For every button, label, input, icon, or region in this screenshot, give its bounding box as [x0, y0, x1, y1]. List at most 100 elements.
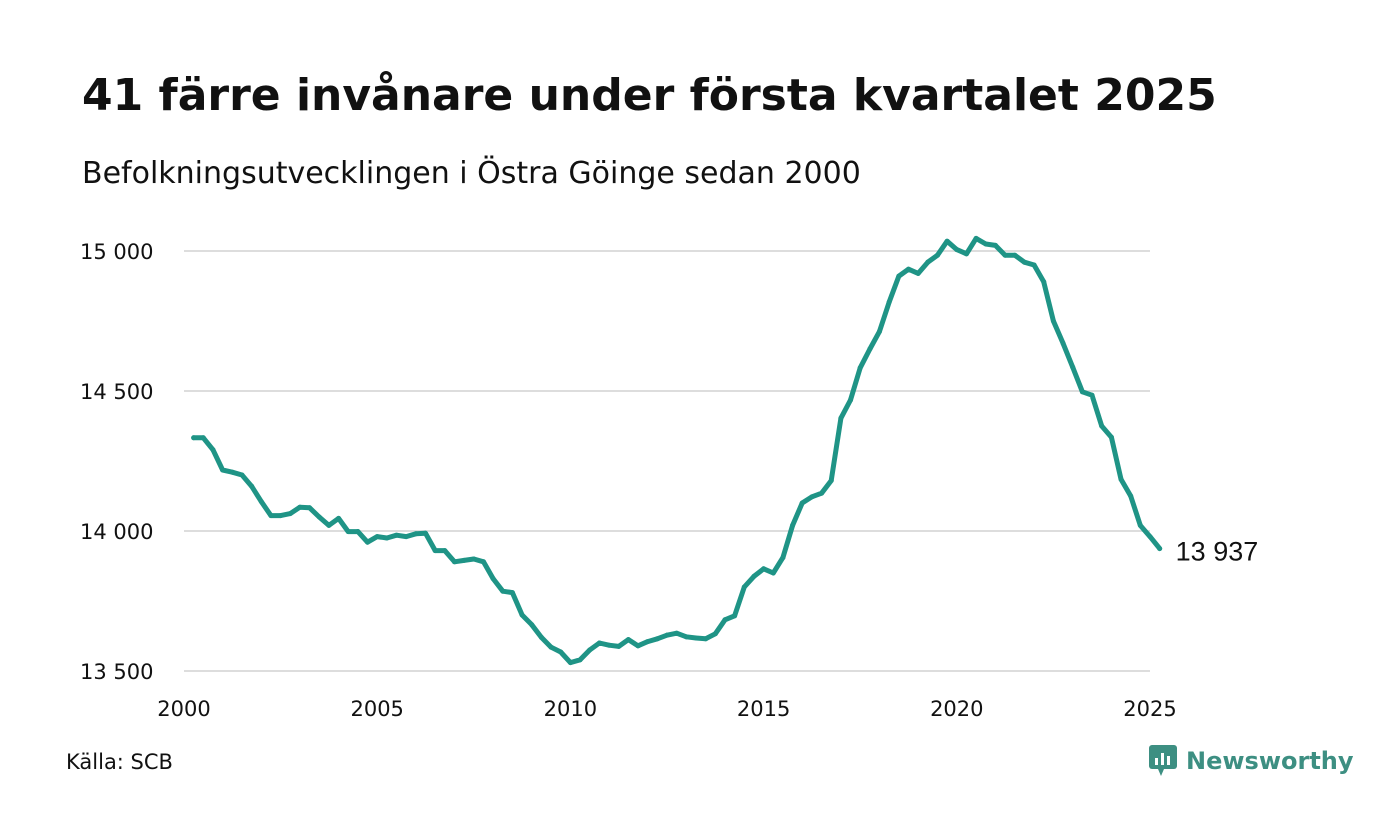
- x-tick-label: 2005: [350, 697, 403, 721]
- data-point: [645, 639, 651, 645]
- grid-lines: [184, 250, 1150, 672]
- data-point: [1137, 522, 1143, 528]
- data-point: [973, 235, 979, 241]
- data-point: [1128, 493, 1134, 499]
- data-point: [345, 529, 351, 535]
- data-point: [1079, 389, 1085, 395]
- brand-logo[interactable]: Newsworthy: [1148, 744, 1354, 778]
- data-point: [741, 584, 747, 590]
- source-note: Källa: SCB: [66, 750, 173, 774]
- data-point: [606, 642, 612, 648]
- data-point: [1147, 534, 1153, 540]
- y-tick-label: 15 000: [80, 240, 153, 264]
- data-point: [268, 513, 274, 519]
- data-point: [451, 559, 457, 565]
- data-point: [886, 299, 892, 305]
- data-point: [471, 556, 477, 562]
- data-point: [210, 447, 216, 453]
- data-point: [934, 252, 940, 258]
- data-point: [220, 467, 226, 473]
- y-tick-label: 14 500: [80, 380, 153, 404]
- data-point: [509, 590, 515, 596]
- data-point: [809, 494, 815, 500]
- chart-subtitle: Befolkningsutvecklingen i Östra Göinge s…: [82, 156, 861, 191]
- data-point: [326, 522, 332, 528]
- data-point: [423, 530, 428, 536]
- data-point: [374, 534, 380, 540]
- data-point: [654, 636, 660, 642]
- data-point: [490, 576, 496, 582]
- data-point: [529, 622, 535, 628]
- data-point: [799, 500, 805, 506]
- data-point: [983, 241, 989, 247]
- data-point: [790, 522, 796, 528]
- data-point: [403, 534, 409, 540]
- data-point: [316, 514, 322, 520]
- data-point: [596, 640, 602, 646]
- data-point: [1070, 364, 1076, 370]
- data-point: [963, 251, 969, 257]
- data-point: [355, 529, 361, 535]
- data-point: [258, 499, 264, 505]
- data-point: [1099, 423, 1105, 429]
- data-point: [365, 539, 371, 545]
- x-tick-label: 2025: [1123, 697, 1176, 721]
- data-point: [674, 630, 680, 636]
- data-point: [906, 266, 911, 272]
- data-point: [616, 643, 622, 649]
- data-point: [1031, 262, 1037, 268]
- data-point: [519, 612, 525, 618]
- data-point: [548, 644, 554, 650]
- data-point: [432, 548, 438, 554]
- data-point: [770, 570, 776, 576]
- data-point: [761, 566, 767, 572]
- data-point: [867, 346, 873, 352]
- data-point: [413, 531, 419, 537]
- chart-title: 41 färre invånare under första kvartalet…: [82, 70, 1217, 121]
- data-point: [838, 415, 844, 421]
- data-point: [297, 504, 303, 510]
- brand-name: Newsworthy: [1186, 747, 1354, 775]
- data-point: [915, 270, 921, 276]
- data-point: [1050, 318, 1056, 324]
- data-point: [722, 617, 728, 623]
- data-point: [461, 557, 467, 563]
- data-point: [278, 513, 284, 519]
- data-point: [577, 657, 583, 663]
- x-tick-label: 2010: [544, 697, 597, 721]
- data-point: [877, 328, 883, 334]
- data-point: [664, 632, 670, 638]
- y-axis-labels: 13 500 14 000 14 500 15 000: [80, 240, 153, 684]
- data-point: [625, 637, 631, 643]
- data-point: [229, 469, 235, 475]
- data-point: [712, 631, 718, 637]
- x-tick-label: 2020: [930, 697, 983, 721]
- data-point: [693, 635, 699, 641]
- data-point: [683, 634, 689, 640]
- data-point: [307, 505, 313, 511]
- data-point: [703, 636, 709, 642]
- data-point: [500, 588, 506, 594]
- data-point: [1108, 434, 1114, 440]
- y-tick-label: 13 500: [80, 660, 153, 684]
- data-point: [751, 573, 757, 579]
- data-point: [992, 242, 998, 248]
- data-point: [819, 490, 825, 496]
- x-axis-labels: 2000 2005 2010 2015 2020 2025: [157, 697, 1176, 721]
- data-point: [200, 435, 206, 441]
- data-point: [1041, 279, 1047, 285]
- x-tick-label: 2000: [157, 697, 210, 721]
- data-point: [587, 647, 593, 653]
- data-point: [538, 634, 544, 640]
- data-point: [1002, 252, 1008, 258]
- end-value-label: 13 937: [1176, 537, 1259, 567]
- data-point: [944, 238, 950, 244]
- data-point: [954, 247, 960, 253]
- data-point: [480, 559, 486, 565]
- population-line: [191, 235, 1163, 666]
- newsworthy-logo-icon: [1149, 745, 1177, 776]
- data-point: [1012, 252, 1018, 258]
- data-point: [1118, 476, 1124, 482]
- data-point: [857, 365, 863, 371]
